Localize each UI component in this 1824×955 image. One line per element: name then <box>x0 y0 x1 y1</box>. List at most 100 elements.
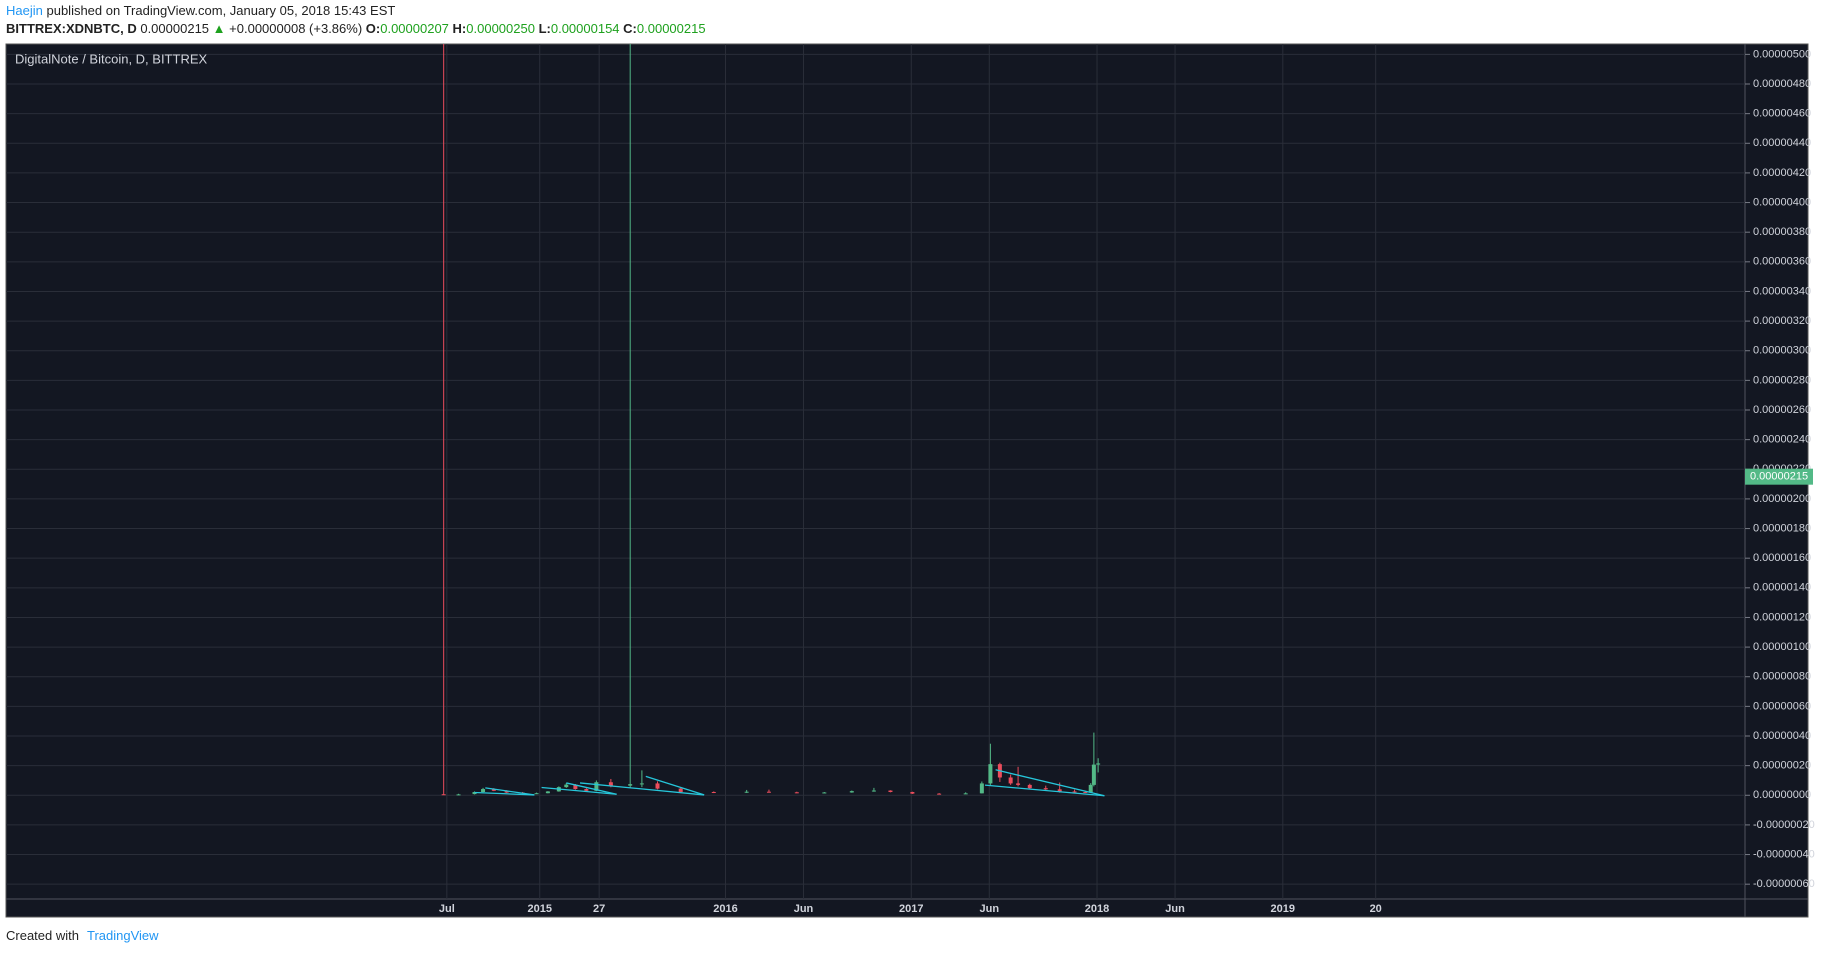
candle-body <box>491 789 496 791</box>
candle-body <box>794 792 799 794</box>
candle-body <box>456 794 461 796</box>
x-tick-label: 2018 <box>1085 903 1109 915</box>
y-tick-label: 0.00000200 <box>1753 493 1811 505</box>
y-tick-label: 0.00000320 <box>1753 315 1811 327</box>
y-tick-label: 0.00000140 <box>1753 582 1811 594</box>
ohlc-value: 0.00000207 <box>380 21 449 36</box>
last-price-label: 0.00000215 <box>1750 471 1808 483</box>
x-tick-label: 27 <box>593 903 605 915</box>
brand[interactable]: TradingView <box>86 928 159 943</box>
candle-body <box>655 783 660 789</box>
trendline <box>984 784 1105 797</box>
y-tick-label: -0.00000060 <box>1753 878 1815 890</box>
x-tick-label: Jul <box>439 903 455 915</box>
candle-body <box>744 791 749 793</box>
y-tick-label: 0.00000020 <box>1753 760 1811 772</box>
candle-body <box>822 792 827 794</box>
symbol-line: BITTREX:XDNBTC, D 0.00000215 ▲ +0.000000… <box>6 21 706 36</box>
y-tick-label: 0.00000160 <box>1753 552 1811 564</box>
y-tick-label: 0.00000480 <box>1753 78 1811 90</box>
trendline <box>474 791 535 796</box>
x-tick-label: 20 <box>1370 903 1382 915</box>
y-tick-label: 0.00000240 <box>1753 434 1811 446</box>
candle-body <box>1091 764 1096 785</box>
candle-body <box>608 782 613 786</box>
y-tick-label: 0.00000120 <box>1753 611 1811 623</box>
x-tick-label: 2019 <box>1271 903 1295 915</box>
candle-body <box>504 790 509 793</box>
candle-body <box>1016 783 1021 785</box>
y-tick-label: 0.00000360 <box>1753 256 1811 268</box>
candle-body <box>766 791 771 793</box>
ohlc-value: 0.00000154 <box>550 21 620 36</box>
y-tick-label: 0.00000380 <box>1753 226 1811 238</box>
arrow: ▲ <box>212 21 226 36</box>
candle-body <box>871 790 876 792</box>
y-tick-label: 0.00000500 <box>1753 48 1811 60</box>
published: published on TradingView.com, January 05… <box>46 3 396 18</box>
axes: -0.00000060 -0.00000040 -0.00000020 0.00000… <box>439 48 1815 915</box>
candle-body <box>988 764 993 784</box>
candle-body <box>1057 789 1062 792</box>
trendline <box>645 775 705 796</box>
y-tick-label: -0.00000040 <box>1753 848 1815 860</box>
y-tick-label: 0.00000440 <box>1753 137 1811 149</box>
y-tick-label: 0.00000400 <box>1753 196 1811 208</box>
x-tick-label: 2015 <box>527 903 551 915</box>
x-tick-label: 2017 <box>899 903 923 915</box>
x-tick-label: Jun <box>1165 903 1185 915</box>
candle-body <box>1096 763 1101 765</box>
candle-body <box>481 789 486 793</box>
y-tick-label: 0.00000460 <box>1753 108 1811 120</box>
trendline <box>485 787 535 796</box>
trendline <box>579 782 705 796</box>
candle-body <box>1088 784 1093 793</box>
ohlc-label: L: <box>538 21 551 36</box>
candle-body <box>678 788 683 793</box>
candle-body <box>963 793 968 795</box>
y-tick-label: 0.00000260 <box>1753 404 1811 416</box>
ohlc: O:0.00000207 H:0.00000250 L:0.00000154 C… <box>366 21 706 36</box>
ohlc-label: O: <box>365 21 381 36</box>
candle-body <box>584 789 589 791</box>
y-tick-label: 0.00000180 <box>1753 522 1811 534</box>
footer: Created with TradingView <box>6 928 159 943</box>
y-tick-label: 0.00000060 <box>1753 700 1811 712</box>
y-tick-label: 0.00000080 <box>1753 671 1811 683</box>
y-tick-label: 0.00000280 <box>1753 374 1811 386</box>
price: 0.00000215 <box>140 21 210 36</box>
candle-body <box>979 783 984 794</box>
candle-body <box>1083 792 1088 794</box>
y-tick-label: 0.00000340 <box>1753 285 1811 297</box>
candle-body <box>639 783 644 785</box>
chart-background <box>5 43 1809 918</box>
candle-body <box>1027 784 1032 789</box>
trendline <box>541 786 617 795</box>
y-tick-label: 0.00000420 <box>1753 167 1811 179</box>
ohlc-label: C: <box>623 21 637 36</box>
author[interactable]: Haejin <box>6 3 43 18</box>
trendline <box>566 782 617 795</box>
x-tick-label: Jun <box>794 903 814 915</box>
candle-body <box>1008 777 1013 784</box>
candle-body <box>573 784 578 790</box>
candle-body <box>564 784 569 788</box>
symbol: BITTREX:XDNBTC, D <box>6 21 137 36</box>
header-line: Haejin published on TradingView.com, Jan… <box>6 3 395 18</box>
candle-body <box>594 782 599 791</box>
candle-body <box>534 793 539 795</box>
chart: -0.00000060 -0.00000040 -0.00000020 0.00000… <box>5 43 1815 918</box>
candle-body <box>711 792 716 794</box>
trendline <box>995 769 1105 797</box>
candle-body <box>1072 791 1077 793</box>
plot <box>441 44 1105 797</box>
last-price-box <box>1745 468 1813 485</box>
change: +0.00000008 (+3.86%) <box>229 21 363 36</box>
candle-body <box>628 784 633 786</box>
y-tick-label: -0.00000020 <box>1753 819 1815 831</box>
x-tick-label: 2016 <box>713 903 737 915</box>
ohlc-label: H: <box>452 21 467 36</box>
created: Created with <box>6 928 79 943</box>
ohlc-value: 0.00000215 <box>636 21 706 36</box>
